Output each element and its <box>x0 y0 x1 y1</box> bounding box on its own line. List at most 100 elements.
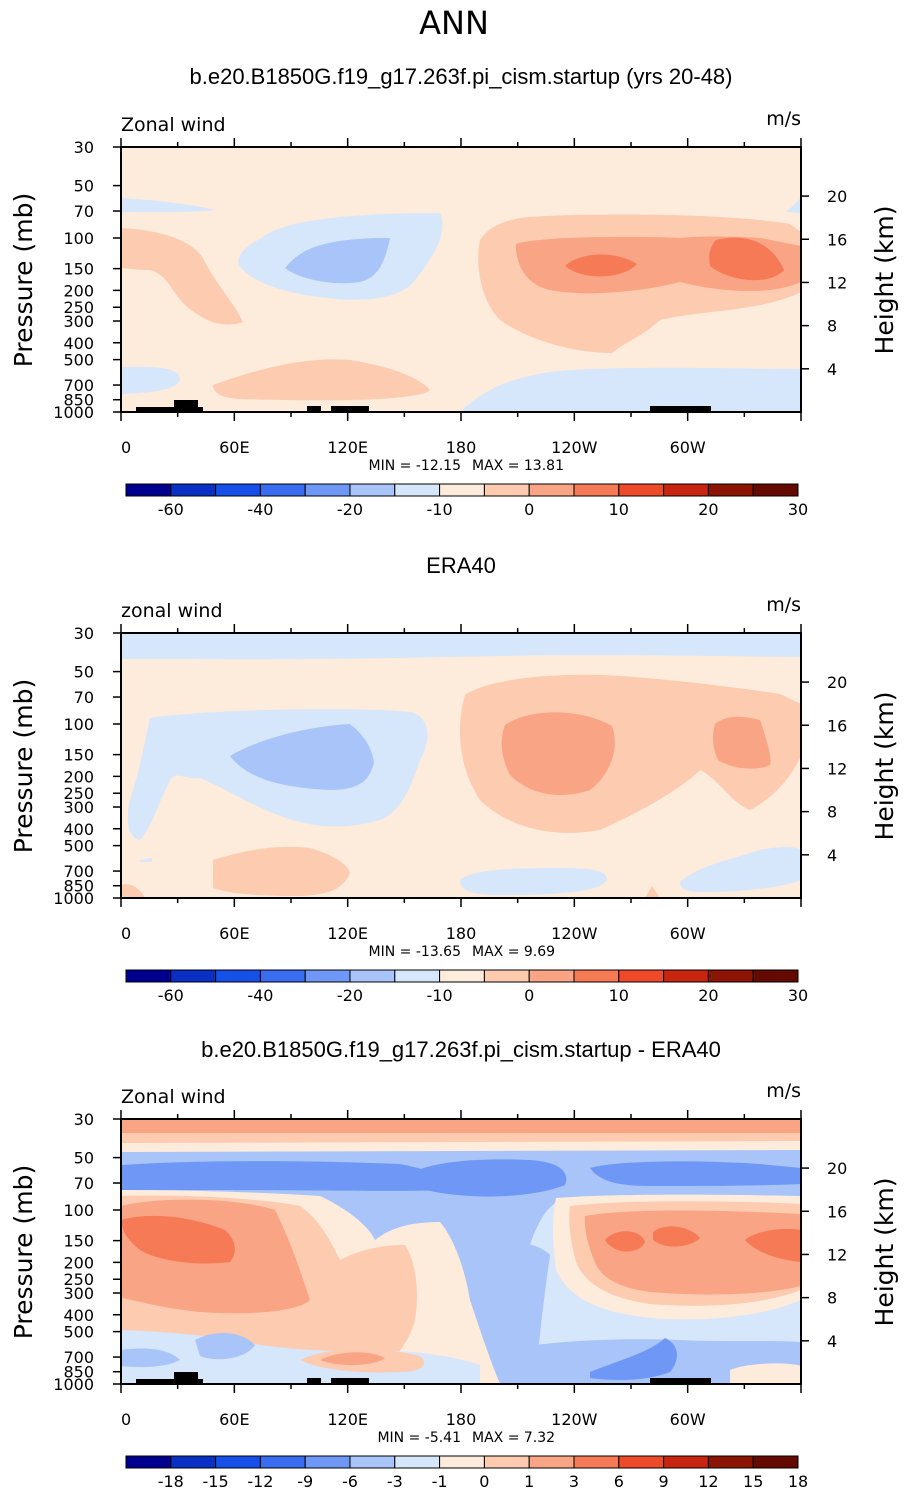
x-tick-label: 0 <box>121 1410 131 1429</box>
colorbar-label: -18 <box>158 1472 184 1491</box>
colorbar-box <box>707 969 754 983</box>
x-tick-label: 120W <box>551 1410 598 1429</box>
y2-tick-label: 4 <box>827 846 837 865</box>
topography <box>136 1372 203 1384</box>
y2-tick-label: 20 <box>827 187 847 206</box>
x-tick-label: 0 <box>121 924 131 943</box>
colorbar-box <box>125 969 172 983</box>
contour-fill <box>121 1215 235 1264</box>
topography <box>650 406 711 412</box>
y-axis-label: Pressure (mb) <box>9 193 38 367</box>
colorbar-box <box>439 1455 485 1469</box>
y-tick-label: 500 <box>63 837 94 856</box>
colorbar-box <box>439 969 485 983</box>
contour-fill <box>565 254 637 277</box>
colorbar-box <box>483 483 530 497</box>
colorbar-label: -15 <box>203 1472 229 1491</box>
y-tick-label: 700 <box>63 862 94 881</box>
x-tick-label: 60E <box>219 924 249 943</box>
colorbar-label: -10 <box>427 986 453 1005</box>
y-tick-label: 850 <box>63 877 94 896</box>
corner-label: zonal wind <box>121 600 223 622</box>
colorbar-box <box>752 483 799 497</box>
colorbar-box <box>663 969 709 983</box>
contour-fill <box>230 724 374 790</box>
x-tick-label: 60W <box>670 438 706 457</box>
colorbar-label: -3 <box>387 1472 403 1491</box>
colorbar-label: 20 <box>698 500 718 519</box>
colorbar-label: 9 <box>659 1472 669 1491</box>
y-tick-label: 500 <box>63 1323 94 1342</box>
y-tick-label: 70 <box>74 202 94 221</box>
colorbar-box <box>618 969 665 983</box>
y2-tick-label: 4 <box>827 360 837 379</box>
y2-tick-label: 16 <box>827 716 847 735</box>
colorbar-box <box>618 1455 665 1469</box>
x-tick-label: 120E <box>327 924 368 943</box>
colorbar-label: -12 <box>247 1472 273 1491</box>
colorbar-box <box>618 483 665 497</box>
contour-fill <box>713 716 771 769</box>
colorbar-box <box>304 483 351 497</box>
y-tick-label: 150 <box>63 260 94 279</box>
y2-axis-label: Height (km) <box>870 692 899 841</box>
x-tick-label: 60W <box>670 924 706 943</box>
colorbar-box <box>663 483 709 497</box>
colorbar-label: -40 <box>247 986 273 1005</box>
topography <box>650 1378 711 1384</box>
colorbar-box <box>394 483 441 497</box>
contour-fill <box>786 196 801 213</box>
colorbar-label: 12 <box>698 1472 718 1491</box>
contour-fill <box>460 367 801 412</box>
contour-fill <box>653 1226 700 1247</box>
colorbar-box <box>349 969 396 983</box>
colorbar-label: 15 <box>743 1472 763 1491</box>
y-tick-label: 250 <box>63 1270 94 1289</box>
colorbar-box <box>259 483 306 497</box>
topography <box>307 1378 321 1384</box>
y2-tick-label: 20 <box>827 1159 847 1178</box>
contour-field <box>121 147 801 412</box>
contour-fill <box>584 1210 801 1295</box>
y-tick-label: 200 <box>63 767 94 786</box>
contour-fill <box>645 886 660 898</box>
panel-obs: ERA40 zonal wind m/s Pressure (mb) Heigh… <box>9 553 899 960</box>
colorbar-label: -40 <box>247 500 273 519</box>
y-tick-label: 70 <box>74 688 94 707</box>
contour-field <box>121 1119 801 1384</box>
x-tick-label: 0 <box>121 438 131 457</box>
y-tick-label: 300 <box>63 312 94 331</box>
y-tick-label: 300 <box>63 1284 94 1303</box>
colorbar-label: -60 <box>158 986 184 1005</box>
colorbar-label: 10 <box>609 500 629 519</box>
y-tick-label: 1000 <box>53 1375 94 1394</box>
y2-tick-label: 4 <box>827 1332 837 1351</box>
y-tick-label: 50 <box>74 1149 94 1168</box>
colorbar-box <box>483 1455 530 1469</box>
colorbar-box <box>215 1455 261 1469</box>
colorbar-box <box>259 969 306 983</box>
contour-fill <box>213 359 430 401</box>
y-tick-label: 150 <box>63 746 94 765</box>
contour-fill <box>590 1338 677 1380</box>
colorbar-box <box>394 969 441 983</box>
units-label: m/s <box>766 108 801 130</box>
contour-field <box>121 633 801 898</box>
y2-tick-label: 8 <box>827 317 837 336</box>
colorbar-box <box>170 483 217 497</box>
topography <box>136 400 203 412</box>
y2-tick-label: 16 <box>827 1202 847 1221</box>
y-tick-label: 50 <box>74 177 94 196</box>
y2-axis-label: Height (km) <box>870 1178 899 1327</box>
y-tick-label: 300 <box>63 798 94 817</box>
colorbar-box <box>528 1455 575 1469</box>
panel-model: b.e20.B1850G.f19_g17.263f.pi_cism.startu… <box>9 64 899 474</box>
x-tick-label: 60E <box>219 1410 249 1429</box>
colorbar-box <box>528 483 575 497</box>
colorbar-box <box>349 483 396 497</box>
y-tick-label: 100 <box>63 229 94 248</box>
colorbar-box <box>215 483 261 497</box>
max-label: MAX = 9.69 <box>472 944 555 960</box>
x-tick-label: 60W <box>670 1410 706 1429</box>
